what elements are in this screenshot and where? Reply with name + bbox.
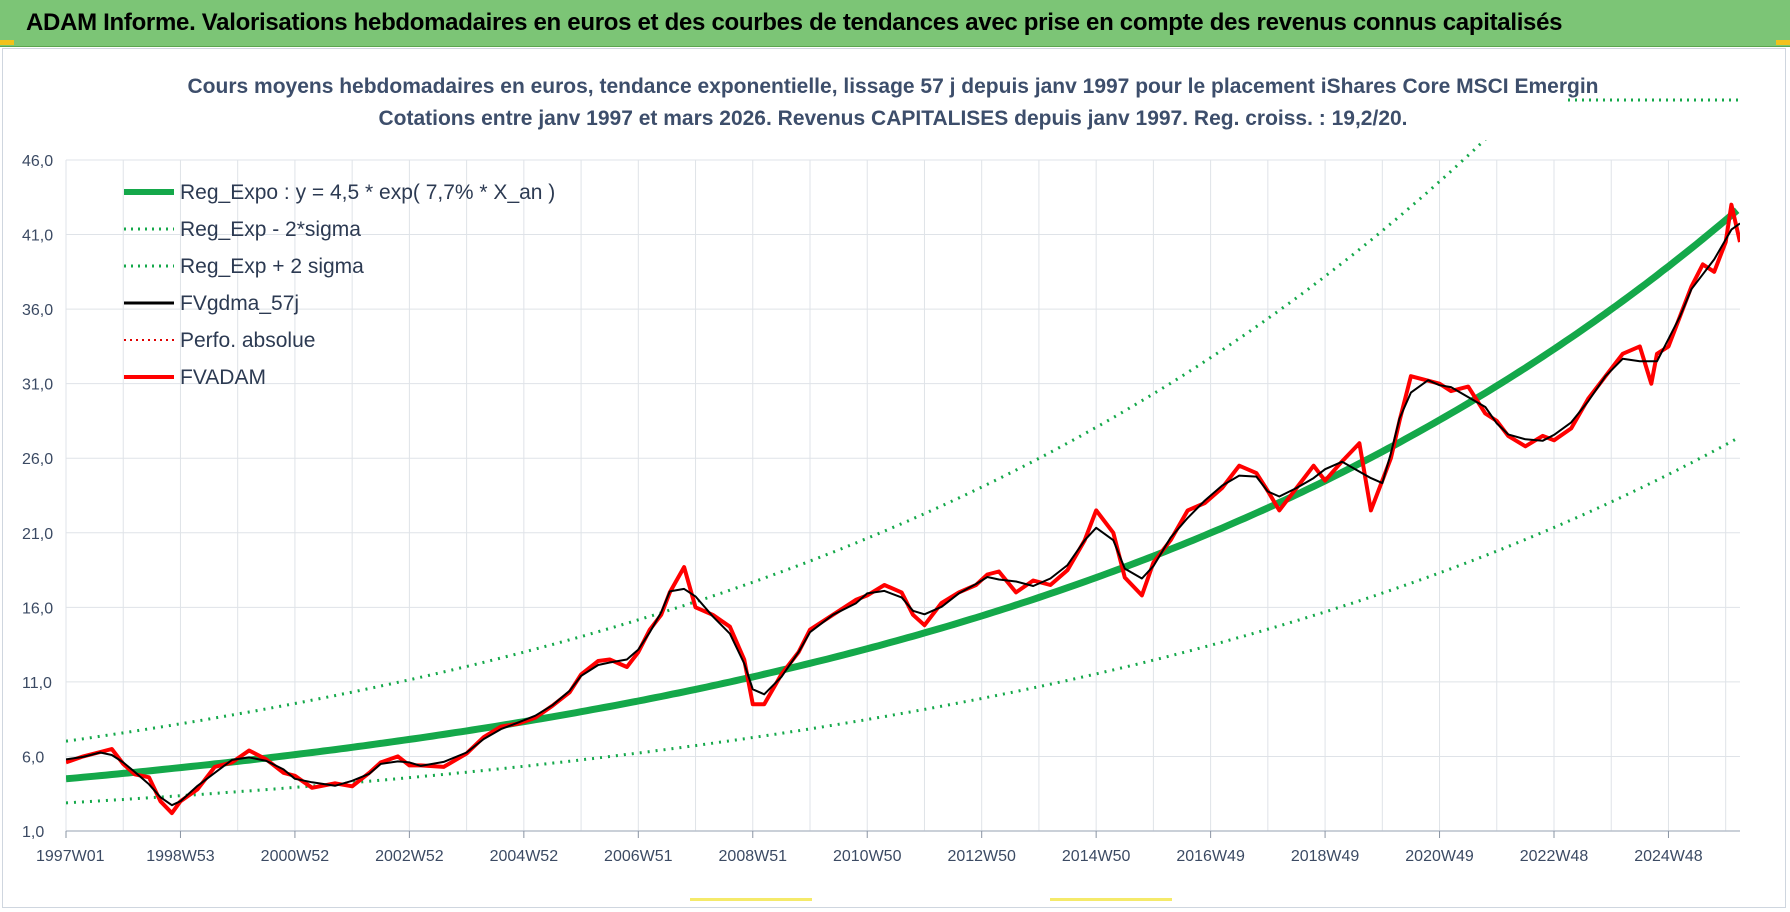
x-tick-label: 2006W51 xyxy=(604,848,673,865)
y-tick-label: 41,0 xyxy=(22,228,53,245)
yellow-marker-1 xyxy=(690,898,812,901)
x-tick-label: 2002W52 xyxy=(375,848,444,865)
y-tick-label: 16,0 xyxy=(22,600,53,617)
legend-label: Reg_Exp - 2*sigma xyxy=(180,218,361,241)
corner-marker-left xyxy=(0,40,14,45)
chart-title-line1: Cours moyens hebdomadaires en euros, ten… xyxy=(188,75,1599,98)
y-tick-label: 26,0 xyxy=(22,451,53,468)
report-title: ADAM Informe. Valorisations hebdomadaire… xyxy=(26,9,1563,36)
yellow-marker-2 xyxy=(1050,898,1172,901)
x-tick-label: 2004W52 xyxy=(490,848,559,865)
x-tick-label: 2024W48 xyxy=(1634,848,1703,865)
x-tick-label: 2020W49 xyxy=(1405,848,1474,865)
header-banner: ADAM Informe. Valorisations hebdomadaire… xyxy=(0,0,1790,47)
x-tick-label: 2014W50 xyxy=(1062,848,1131,865)
legend-label: Reg_Expo : y = 4,5 * exp( 7,7% * X_an ) xyxy=(180,181,555,204)
x-tick-label: 2016W49 xyxy=(1176,848,1245,865)
series-fvgdma-57j xyxy=(66,222,1740,807)
plot-area xyxy=(66,140,1740,816)
legend: Reg_Expo : y = 4,5 * exp( 7,7% * X_an ) R… xyxy=(124,181,555,389)
series-fvadam xyxy=(66,202,1740,816)
x-axis-ticks: 1997W01 1998W53 2000W52 2002W52 2004W52 2006W… xyxy=(36,831,1703,865)
legend-label: FVgdma_57j xyxy=(180,292,299,315)
y-axis-ticks: 1,0 6,0 11,0 16,0 21,0 26,0 31,0 36,0 41,0 46,0 xyxy=(22,153,53,841)
x-tick-label: 2012W50 xyxy=(947,848,1016,865)
legend-label: Perfo. absolue xyxy=(180,329,315,352)
series-reg-expo xyxy=(66,207,1740,783)
x-tick-label: 2018W49 xyxy=(1291,848,1360,865)
y-tick-label: 31,0 xyxy=(22,377,53,394)
x-tick-label: 2000W52 xyxy=(261,848,330,865)
x-tick-label: 2022W48 xyxy=(1520,848,1589,865)
x-tick-label: 2008W51 xyxy=(719,848,788,865)
chart-frame xyxy=(2,48,1786,908)
x-tick-label: 1998W53 xyxy=(146,848,215,865)
y-tick-label: 6,0 xyxy=(22,749,44,766)
y-tick-label: 36,0 xyxy=(22,302,53,319)
x-tick-label: 2010W50 xyxy=(833,848,902,865)
y-tick-label: 11,0 xyxy=(22,675,52,692)
x-tick-label: 1997W01 xyxy=(36,848,105,865)
y-tick-label: 21,0 xyxy=(22,526,53,543)
legend-label: FVADAM xyxy=(180,366,266,389)
series-reg-exp-minus-2-sigma xyxy=(66,437,1738,805)
y-tick-label: 46,0 xyxy=(22,153,53,170)
legend-label: Reg_Exp + 2 sigma xyxy=(180,255,364,278)
corner-marker-right xyxy=(1776,40,1790,45)
chart-title-line2: Cotations entre janv 1997 et mars 2026. … xyxy=(378,107,1407,130)
y-tick-label: 1,0 xyxy=(22,824,44,841)
